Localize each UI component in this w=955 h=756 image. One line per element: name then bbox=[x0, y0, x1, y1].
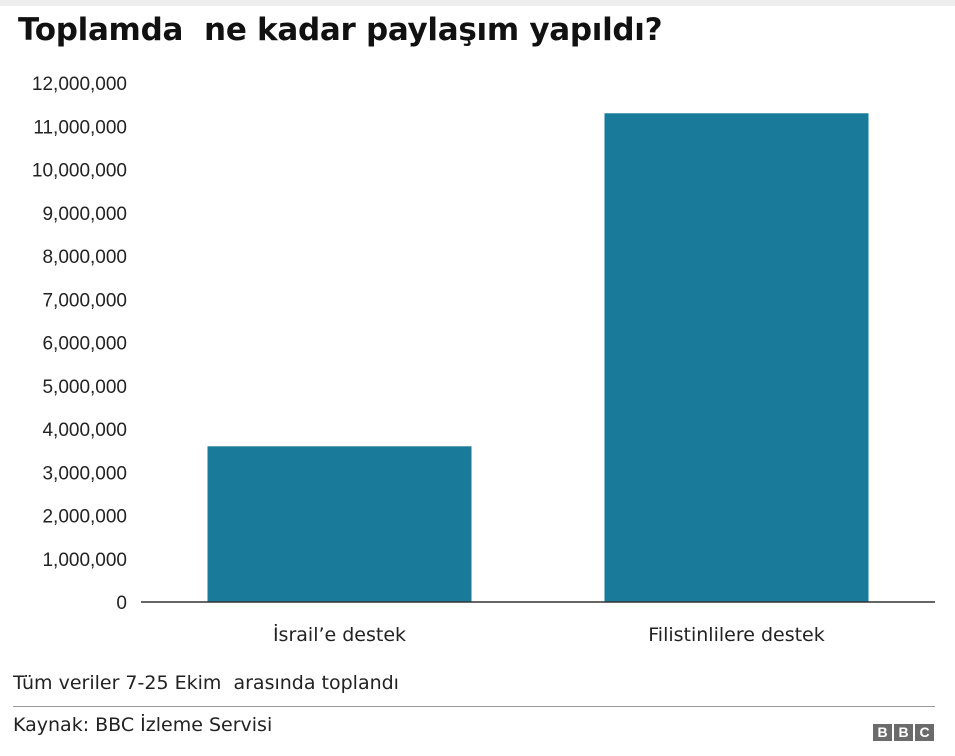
y-tick-label: 12,000,000 bbox=[32, 74, 127, 95]
y-tick-label: 11,000,000 bbox=[33, 117, 127, 138]
source-note: Kaynak: BBC İzleme Servisi bbox=[13, 714, 273, 736]
y-axis: 0 1,000,000 2,000,000 3,000,000 4,000,000 5,0… bbox=[32, 74, 127, 614]
y-tick-label: 2,000,000 bbox=[42, 507, 127, 528]
bar-chart: 0 1,000,000 2,000,000 3,000,000 4,000,000 5,0… bbox=[32, 74, 935, 646]
bars bbox=[207, 113, 869, 603]
y-tick-label: 0 bbox=[116, 593, 127, 614]
y-tick-label: 5,000,000 bbox=[42, 377, 127, 398]
footer-divider bbox=[13, 706, 935, 707]
data-collection-note: Tüm veriler 7-25 Ekim arasında toplandı bbox=[13, 672, 399, 694]
bar bbox=[207, 446, 472, 602]
y-tick-label: 8,000,000 bbox=[42, 247, 127, 268]
y-tick-label: 10,000,000 bbox=[32, 161, 127, 182]
y-tick-label: 1,000,000 bbox=[42, 550, 127, 571]
bbc-logo-letter-2: B bbox=[894, 724, 913, 741]
bbc-logo-letter-3: C bbox=[915, 724, 934, 741]
x-axis: İsrail’e destek Filistinlilere destek bbox=[273, 623, 825, 646]
y-tick-label: 7,000,000 bbox=[42, 290, 127, 311]
chart-title: Toplamda ne kadar paylaşım yapıldı? bbox=[18, 12, 663, 48]
bbc-logo-letter-1: B bbox=[873, 724, 892, 741]
y-tick-label: 4,000,000 bbox=[42, 420, 127, 441]
bbc-logo: B B C bbox=[873, 724, 934, 741]
x-category-label: Filistinlilere destek bbox=[648, 624, 825, 646]
x-category-label: İsrail’e destek bbox=[273, 623, 406, 646]
y-tick-label: 6,000,000 bbox=[42, 334, 127, 355]
top-strip bbox=[0, 0, 955, 6]
y-tick-label: 3,000,000 bbox=[42, 463, 127, 484]
y-tick-label: 9,000,000 bbox=[42, 204, 127, 225]
bar bbox=[604, 113, 869, 603]
